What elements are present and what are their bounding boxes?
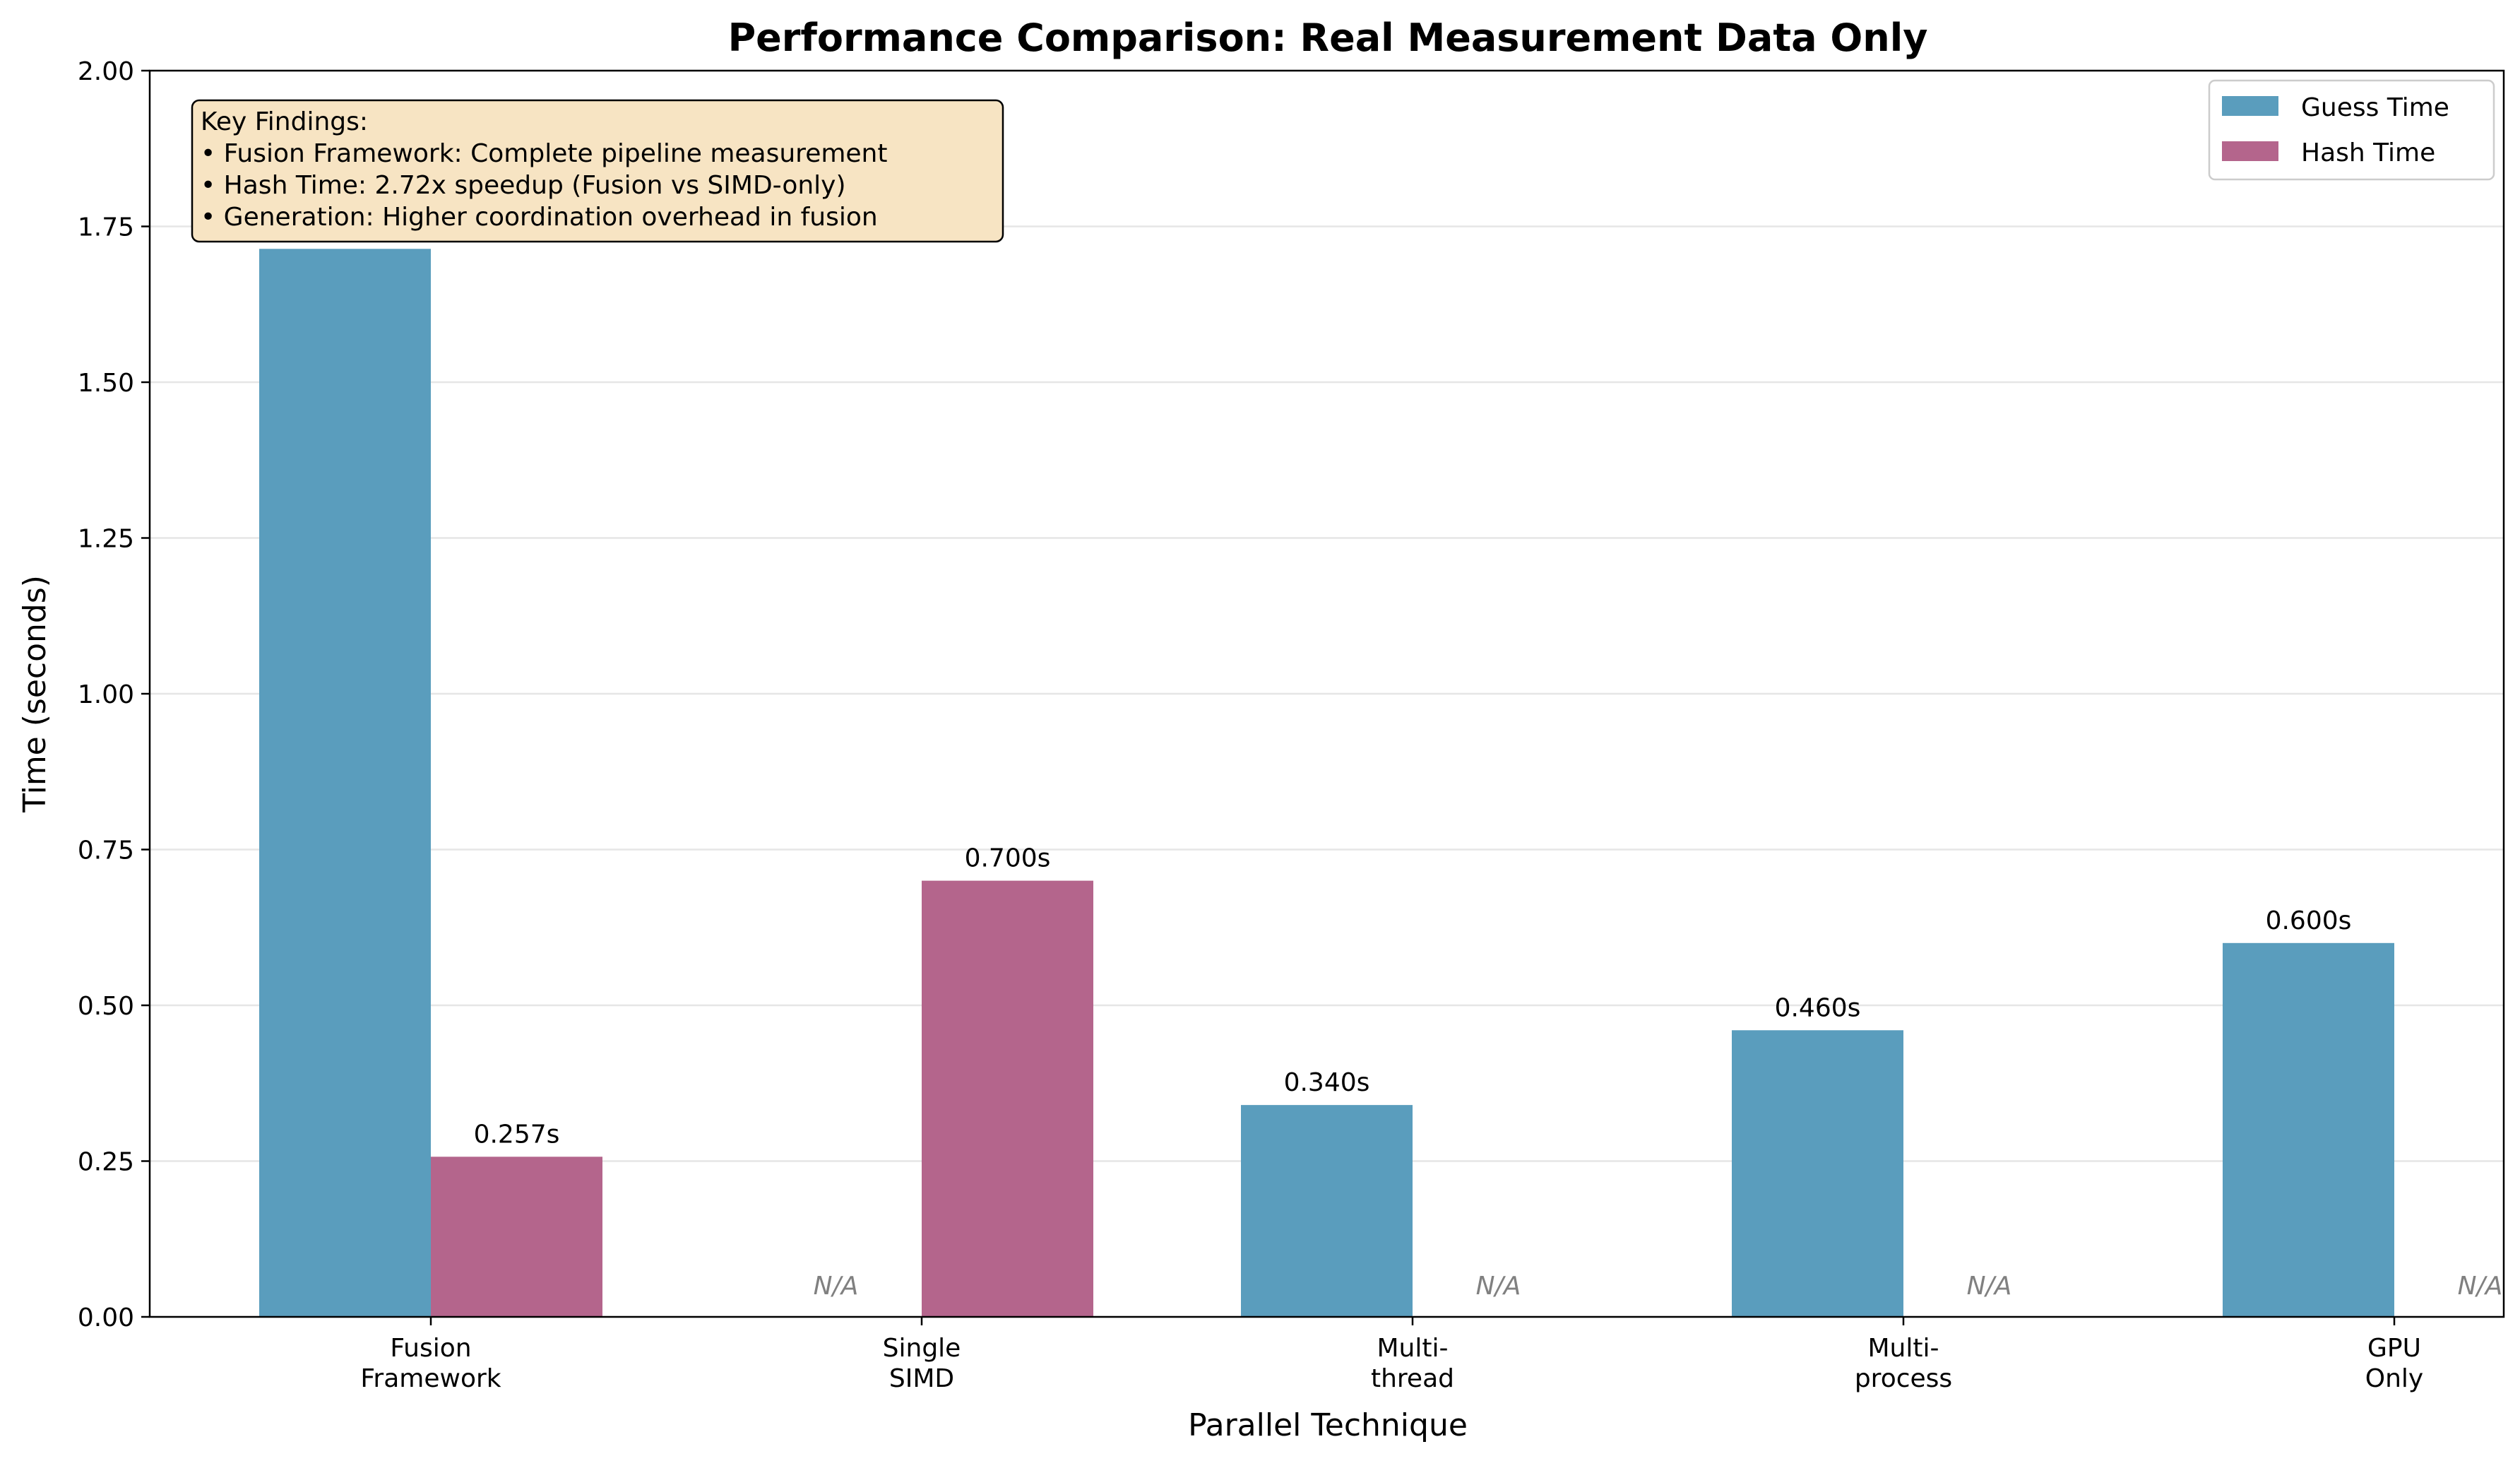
legend-label-guess-time: Guess Time: [2301, 93, 2449, 122]
legend-label-hash-time: Hash Time: [2301, 138, 2435, 167]
y-tick-label: 2.00: [78, 57, 134, 86]
x-tick-label: Single SIMD: [883, 1334, 961, 1393]
x-tick-label: GPU Only: [2365, 1334, 2423, 1393]
key-findings-heading: Key Findings:: [201, 107, 368, 136]
bar-value-label: 0.340s: [1284, 1068, 1370, 1097]
y-axis-label: Time (seconds): [17, 575, 53, 813]
y-tick-label: 0.00: [78, 1303, 134, 1332]
legend-frame: [2208, 79, 2495, 181]
bar-value-label: 0.600s: [2266, 906, 2352, 935]
bars: [259, 249, 2394, 1318]
bar-value-label: 0.460s: [1775, 993, 1861, 1022]
x-axis-label: Parallel Technique: [1188, 1407, 1468, 1443]
legend: Guess Time Hash Time: [2208, 79, 2495, 181]
bar-value-label: 0.700s: [965, 844, 1051, 873]
legend-swatch-hash-time: [2222, 141, 2278, 161]
x-tick-label: Multi-thread: [1371, 1334, 1454, 1393]
legend-swatch-guess-time: [2222, 96, 2278, 116]
key-findings-line: • Hash Time: 2.72x speedup (Fusion vs SI…: [201, 171, 846, 200]
y-tick-label: 0.50: [78, 992, 134, 1021]
bar-guess-time: [1241, 1105, 1413, 1317]
bar-guess-time: [2223, 942, 2394, 1317]
y-tick-label: 0.25: [78, 1148, 134, 1177]
chart-title: Performance Comparison: Real Measurement…: [728, 16, 1928, 60]
key-findings-box: Key Findings: • Fusion Framework: Comple…: [191, 99, 1004, 243]
x-axis-ticks: Fusion Framework Single SIMD Multi-thread Mul…: [360, 1317, 2423, 1393]
x-tick-label: Fusion Framework: [360, 1334, 501, 1393]
y-tick-label: 1.25: [78, 525, 134, 554]
y-tick-label: 1.75: [78, 213, 134, 242]
key-findings-line: • Generation: Higher coordination overhe…: [201, 203, 878, 232]
na-label: N/A: [1967, 1272, 2012, 1301]
bar-value-label: 0.257s: [474, 1120, 560, 1149]
x-tick-label: Multi-process: [1855, 1334, 1952, 1393]
y-axis-ticks: 0.00 0.25 0.50 0.75 1.00 1.25 1.50 1.75 2.00: [78, 57, 150, 1332]
na-label: N/A: [1476, 1272, 1521, 1301]
bar-guess-time: [1732, 1030, 1903, 1317]
key-findings-line: • Fusion Framework: Complete pipeline me…: [201, 139, 888, 168]
na-label: N/A: [814, 1272, 859, 1301]
bar-hash-time: [431, 1157, 602, 1317]
na-label: N/A: [2458, 1272, 2503, 1301]
y-tick-label: 1.00: [78, 680, 134, 709]
bar-hash-time: [922, 880, 1093, 1317]
y-tick-label: 0.75: [78, 836, 134, 865]
bar-guess-time: [259, 249, 431, 1318]
y-tick-label: 1.50: [78, 369, 134, 398]
key-findings-background: [191, 99, 1004, 243]
